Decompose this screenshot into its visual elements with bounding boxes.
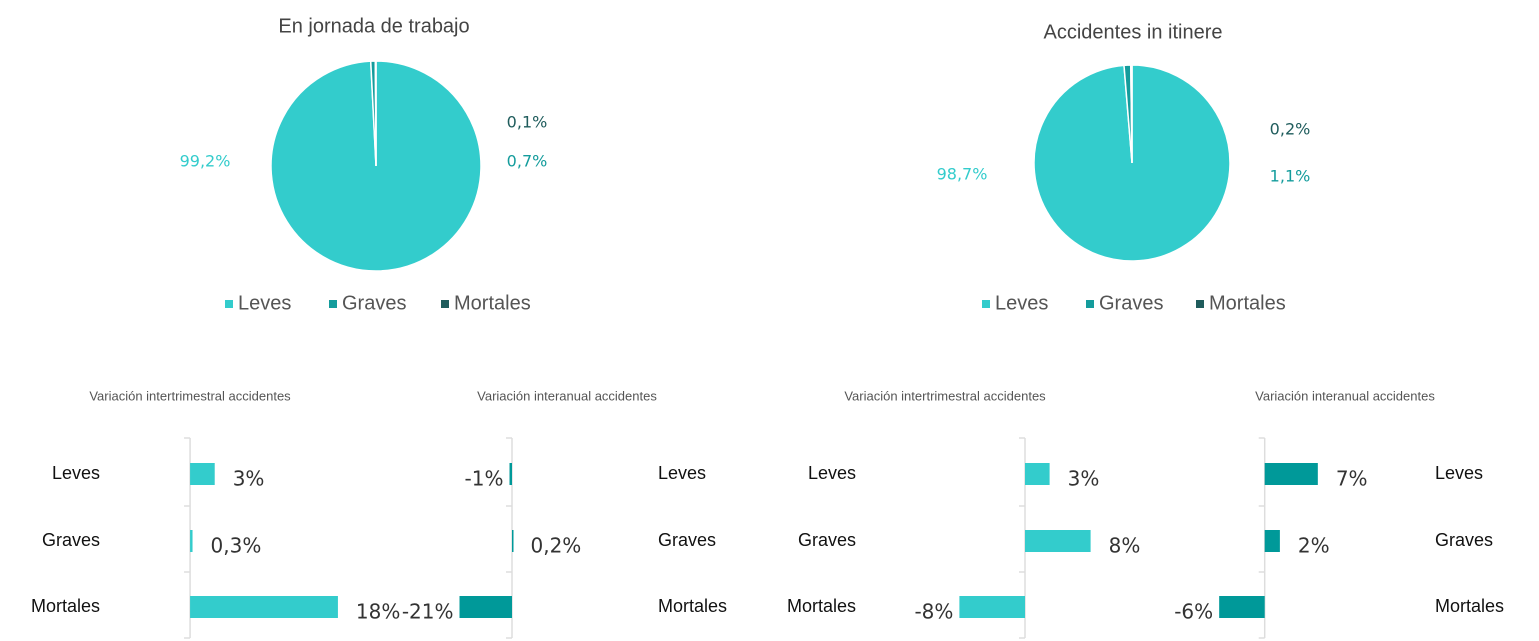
category-label: Leves — [1435, 463, 1483, 483]
bar-value: 18% — [356, 600, 400, 624]
legend-label: Mortales — [454, 292, 531, 314]
bar-value: 0,3% — [211, 534, 262, 558]
bar — [1219, 596, 1265, 618]
bar-value: 3% — [233, 467, 265, 491]
bar — [1025, 530, 1091, 552]
legend-label: Graves — [342, 292, 406, 314]
bar-title: Variación interanual accidentes — [477, 388, 657, 403]
legend-swatch — [1086, 300, 1094, 308]
slice-label: 1,1% — [1270, 167, 1311, 186]
bar-value: 3% — [1068, 467, 1100, 491]
bar — [512, 530, 514, 552]
bar-value: -6% — [1174, 600, 1213, 624]
legend-label: Graves — [1099, 292, 1163, 314]
bar — [190, 530, 193, 552]
bar-value: 7% — [1336, 467, 1368, 491]
bar-value: 0,2% — [531, 534, 582, 558]
pie-slice — [374, 60, 377, 167]
bar — [509, 463, 512, 485]
bar — [959, 596, 1025, 618]
bar — [190, 596, 338, 618]
category-label: Leves — [808, 463, 856, 483]
legend-swatch — [982, 300, 990, 308]
legend-swatch — [1196, 300, 1204, 308]
slice-label: 0,2% — [1270, 120, 1311, 139]
bar — [1025, 463, 1050, 485]
legend-swatch — [329, 300, 337, 308]
category-label: Leves — [52, 463, 100, 483]
bar — [1264, 530, 1280, 552]
category-label: Graves — [798, 530, 856, 550]
legend-label: Leves — [995, 292, 1048, 314]
pie-slice — [1130, 64, 1133, 164]
legend-swatch — [225, 300, 233, 308]
bar-value: 8% — [1109, 534, 1141, 558]
slice-label: 99,2% — [180, 152, 231, 171]
bar-title: Variación intertrimestral accidentes — [844, 388, 1046, 403]
bar — [190, 463, 215, 485]
slice-label: 98,7% — [937, 165, 988, 184]
bar-title: Variación interanual accidentes — [1255, 388, 1435, 403]
bar — [459, 596, 512, 618]
bar — [1264, 463, 1318, 485]
bar-value: 2% — [1298, 534, 1330, 558]
bar-value: -8% — [914, 600, 953, 624]
legend-label: Leves — [238, 292, 291, 314]
slice-label: 0,7% — [507, 152, 548, 171]
category-label: Graves — [42, 530, 100, 550]
bar-value: -1% — [465, 467, 504, 491]
category-label: Mortales — [658, 596, 727, 616]
category-label: Mortales — [31, 596, 100, 616]
pie-title: Accidentes in itinere — [1044, 21, 1223, 43]
legend-swatch — [441, 300, 449, 308]
bar-value: -21% — [402, 600, 454, 624]
legend-label: Mortales — [1209, 292, 1286, 314]
category-label: Graves — [1435, 530, 1493, 550]
category-label: Mortales — [1435, 596, 1504, 616]
bar-title: Variación intertrimestral accidentes — [89, 388, 291, 403]
slice-label: 0,1% — [507, 113, 548, 132]
category-label: Mortales — [787, 596, 856, 616]
category-label: Leves — [658, 463, 706, 483]
pie-title: En jornada de trabajo — [278, 15, 469, 37]
category-label: Graves — [658, 530, 716, 550]
